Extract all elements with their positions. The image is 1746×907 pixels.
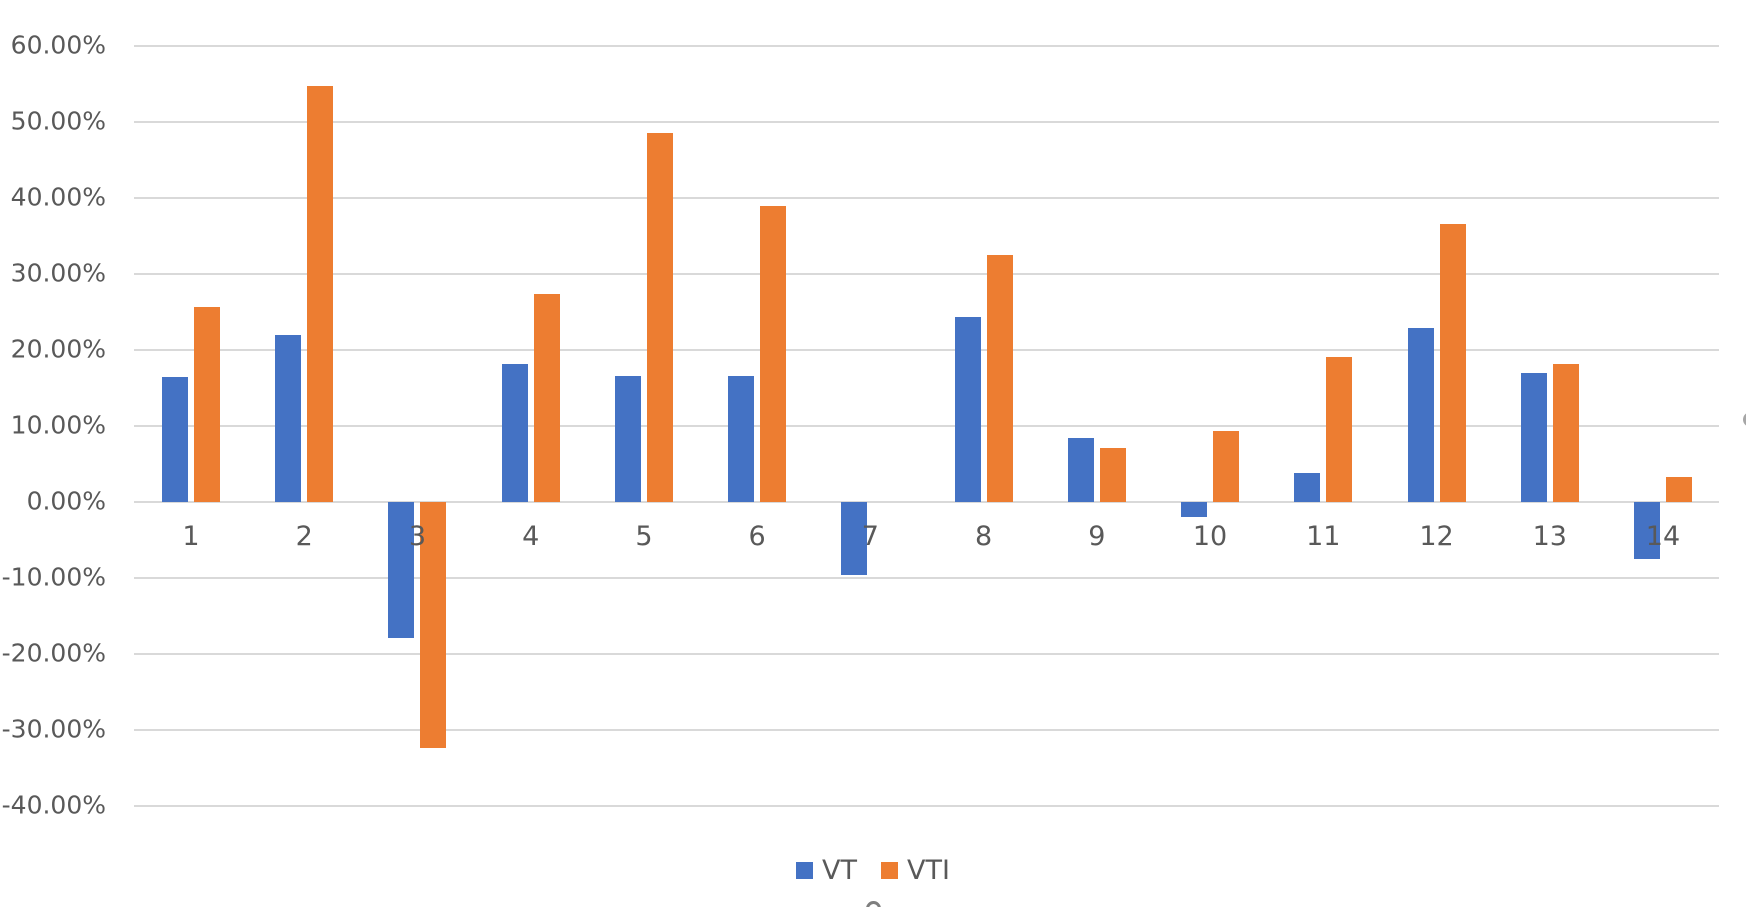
bar-vt-cat2 [275,334,302,502]
bar-vti-cat9 [1099,448,1126,502]
bar-vti-cat2 [307,85,334,502]
gridline [134,805,1719,807]
gridline [134,425,1719,427]
bar-vt-cat4 [501,363,528,502]
x-axis-category-label: 14 [1645,521,1681,552]
cut-off-glyph-left: ) [0,399,2,430]
gridline [134,729,1719,731]
gridline [134,273,1719,275]
y-axis-tick-label: -20.00% [1,638,106,668]
legend-swatch-vti-icon [881,862,899,879]
x-axis-category-label: 3 [408,521,427,552]
x-axis-category-label: 2 [295,521,313,552]
y-axis-tick-label: 30.00% [10,258,106,288]
x-axis-category-label: 1 [182,521,200,552]
legend-item-vti: VTI [881,855,950,886]
y-axis-tick-label: -10.00% [1,562,106,592]
gridline [134,197,1719,199]
x-axis-category-label: 13 [1532,521,1567,552]
bar-vt-cat7 [841,502,868,575]
x-axis-category-label: 7 [861,521,879,552]
bar-vti-cat8 [986,255,1013,502]
gridline [134,349,1719,351]
x-axis-category-label: 6 [748,521,766,552]
gridline [134,653,1719,655]
x-axis-line [134,501,1719,503]
y-axis-tick-label: 40.00% [10,182,106,212]
y-axis-tick-label: -30.00% [1,714,106,744]
x-axis-category-label: 11 [1306,521,1341,552]
cut-off-circle-bottom [866,901,881,907]
bar-vt-cat1 [162,377,188,502]
bar-vt-cat10 [1181,502,1208,518]
bar-vti-cat13 [1552,363,1579,502]
y-axis-tick-label: 10.00% [10,410,106,440]
x-axis-category-label: 4 [522,521,540,552]
x-axis-category-label: 9 [1088,521,1106,552]
chart-legend: VT VTI [0,855,1746,886]
bar-vti-cat3 [420,502,447,749]
y-axis-tick-label: 50.00% [10,106,106,136]
bar-vt-cat13 [1520,372,1547,502]
legend-swatch-vt-icon [796,862,814,879]
y-axis-tick-label: -40.00% [1,790,106,820]
bar-vti-cat14 [1665,476,1692,502]
bar-vt-cat12 [1407,327,1434,502]
bar-vti-cat4 [533,293,560,502]
bar-vti-cat6 [760,206,787,502]
legend-label-vt: VT [822,855,858,886]
bar-vti-cat12 [1439,223,1466,502]
bar-vt-cat6 [728,375,755,502]
bar-vt-cat5 [614,375,641,502]
x-axis-category-label: 12 [1419,521,1454,552]
x-axis-category-label: 8 [975,521,993,552]
bar-vt-cat3 [388,502,415,639]
cut-off-shape-right [1743,412,1746,427]
gridline [134,121,1719,123]
legend-label-vti: VTI [907,855,950,886]
y-axis-tick-label: 60.00% [10,30,106,60]
gridline [134,45,1719,47]
bar-vt-cat11 [1294,473,1321,502]
y-axis-tick-label: 0.00% [26,486,106,516]
gridline [134,577,1719,579]
y-axis-tick-label: 20.00% [10,334,106,364]
bar-vti-cat1 [194,307,220,502]
x-axis-category-label: 10 [1192,521,1228,552]
bar-vti-cat11 [1326,356,1353,502]
x-axis-category-label: 5 [635,521,653,552]
bar-vti-cat5 [646,132,673,502]
bar-vt-cat14 [1633,502,1660,559]
bar-vti-cat10 [1213,431,1240,502]
bar-vt-cat9 [1067,438,1094,502]
legend-item-vt: VT [796,855,857,886]
bar-vt-cat8 [954,317,981,502]
